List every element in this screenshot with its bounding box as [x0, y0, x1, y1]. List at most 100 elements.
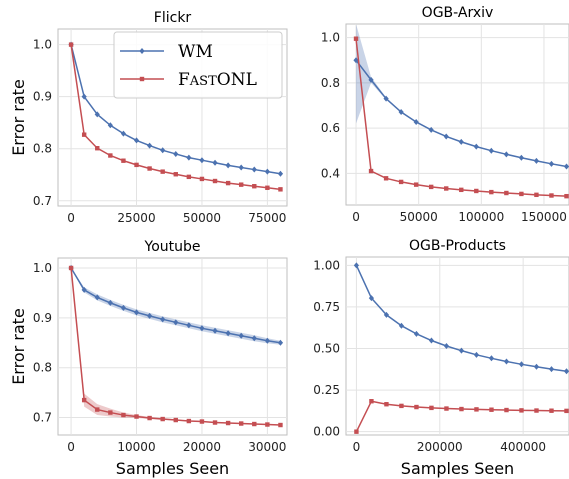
chart-title: Youtube — [144, 239, 201, 255]
data-point-wm — [413, 330, 420, 337]
x-tick-label: 10000 — [117, 440, 155, 454]
y-axis-label: Error rate — [9, 308, 28, 385]
data-point-fastonl — [239, 182, 244, 187]
data-point-fastonl — [369, 399, 374, 404]
data-point-fastonl — [519, 191, 524, 197]
data-point-wm — [383, 95, 389, 102]
y-tick-label: 1.0 — [321, 31, 340, 45]
data-point-fastonl — [504, 190, 509, 196]
data-point-wm — [398, 109, 404, 116]
y-tick-label: 0.8 — [33, 142, 52, 156]
data-point-fastonl — [173, 417, 178, 423]
data-point-wm — [160, 147, 166, 154]
legend-marker-wm — [139, 48, 145, 54]
data-point-fastonl — [81, 132, 87, 137]
data-point-fastonl — [108, 410, 113, 415]
data-point-wm — [518, 361, 525, 368]
x-tick-label: 50000 — [183, 211, 221, 225]
y-tick-label: 0.9 — [33, 311, 52, 325]
data-point-wm — [548, 160, 555, 167]
data-point-fastonl — [265, 185, 270, 190]
y-tick-label: 0.8 — [33, 361, 52, 375]
data-point-wm — [120, 130, 127, 137]
y-tick-label: 1.0 — [33, 261, 52, 275]
data-point-wm — [563, 368, 569, 375]
data-point-fastonl — [413, 182, 419, 187]
data-point-fastonl — [429, 405, 434, 411]
data-point-fastonl — [549, 193, 554, 198]
data-point-wm — [133, 309, 140, 316]
data-point-wm — [264, 337, 270, 344]
data-point-fastonl — [534, 408, 539, 413]
y-tick-label: 0.4 — [321, 166, 340, 180]
data-point-fastonl — [134, 414, 139, 419]
data-point-wm — [81, 93, 87, 100]
data-point-wm — [277, 339, 284, 346]
data-point-wm — [413, 118, 419, 125]
data-point-wm — [458, 347, 465, 354]
y-tick-label: 0.00 — [313, 425, 340, 439]
data-point-wm — [120, 304, 127, 311]
data-point-fastonl — [444, 406, 449, 411]
data-point-fastonl — [212, 178, 218, 184]
data-point-wm — [212, 159, 218, 166]
data-point-fastonl — [519, 408, 524, 413]
legend-label-wm: WM — [178, 42, 213, 62]
x-tick-label: 0 — [67, 440, 75, 454]
y-tick-label: 1.00 — [313, 258, 340, 272]
y-tick-label: 0.7 — [33, 194, 52, 208]
data-point-wm — [383, 311, 390, 318]
data-point-wm — [473, 143, 479, 150]
data-point-wm — [225, 330, 231, 337]
x-tick-label: 100000 — [458, 210, 504, 224]
data-point-wm — [107, 122, 113, 129]
chart-panel-2: 0 10000 20000 30000 0.7 0.8 0.9 1.0 Youtube Error… — [9, 239, 288, 478]
y-tick-label: 0.50 — [313, 341, 340, 355]
data-point-fastonl — [398, 179, 404, 185]
data-point-fastonl — [384, 402, 389, 407]
data-point-wm — [548, 366, 555, 373]
data-point-fastonl — [474, 188, 479, 194]
data-point-fastonl — [368, 168, 374, 174]
data-point-wm — [238, 332, 244, 339]
x-tick-label: 150000 — [521, 210, 567, 224]
chart-title: OGB-Products — [409, 238, 506, 254]
data-point-fastonl — [68, 42, 74, 47]
legend: WM FASTONL — [113, 31, 283, 99]
y-tick-label: 0.8 — [321, 76, 340, 90]
y-tick-label: 1.0 — [33, 38, 52, 52]
data-point-wm — [353, 57, 359, 64]
data-point-wm — [94, 294, 100, 301]
data-point-wm — [443, 133, 449, 140]
data-point-wm — [503, 151, 509, 158]
x-axis-label: Samples Seen — [401, 459, 514, 478]
data-point-wm — [368, 295, 375, 302]
data-point-wm — [428, 126, 434, 133]
chart-panel-1: 0 50000 100000 150000 0.4 0.6 0.8 1.0 OGB-Arxiv — [321, 5, 569, 224]
data-point-wm — [503, 358, 510, 365]
data-point-wm — [147, 142, 153, 149]
data-point-fastonl — [278, 422, 283, 428]
series-band-wm — [71, 267, 281, 345]
data-point-wm — [518, 154, 524, 161]
data-point-fastonl — [95, 146, 100, 151]
plot-area — [345, 256, 569, 436]
y-tick-label: 0.75 — [313, 300, 340, 314]
data-point-wm — [173, 319, 179, 326]
chart-panel-3: 0 200000 400000 0.00 0.25 0.50 0.75 1.00 OGB-Pro… — [313, 238, 569, 478]
x-tick-label: 30000 — [248, 440, 286, 454]
y-axis-label: Error rate — [9, 79, 28, 156]
data-point-fastonl — [564, 408, 569, 414]
data-point-fastonl — [199, 176, 205, 182]
x-tick-label: 400000 — [500, 440, 546, 454]
data-point-wm — [212, 327, 218, 334]
legend-box — [113, 31, 283, 99]
data-point-fastonl — [278, 187, 283, 192]
legend-label-fastonl: FASTONL — [178, 70, 257, 90]
data-point-fastonl — [173, 172, 178, 177]
data-point-wm — [277, 170, 284, 177]
data-point-wm — [147, 312, 153, 319]
data-point-fastonl — [134, 162, 139, 168]
plot-area — [345, 23, 569, 206]
